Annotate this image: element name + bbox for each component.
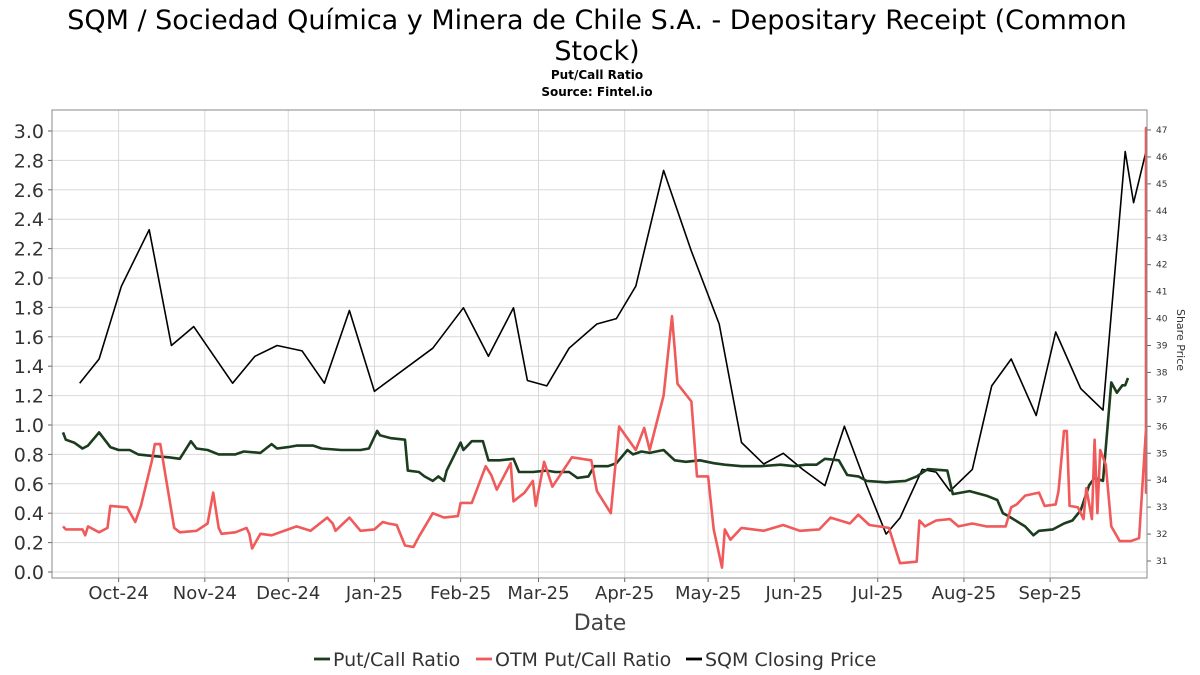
x-tick-label: Feb-25 bbox=[430, 583, 491, 604]
x-tick-label: Dec-24 bbox=[256, 583, 320, 604]
x-tick-label: Mar-25 bbox=[507, 583, 569, 604]
x-tick-label: Aug-25 bbox=[932, 583, 997, 604]
y-tick-label: 1.2 bbox=[14, 386, 44, 408]
chart-title-line2: Stock) bbox=[554, 36, 639, 67]
y2-tick-label: 38 bbox=[1156, 368, 1168, 378]
x-axis-label: Date bbox=[574, 611, 627, 636]
y-tick-label: 0.8 bbox=[14, 444, 44, 466]
y-tick-label: 1.6 bbox=[14, 327, 44, 349]
series-line-otm-put-call-ratio bbox=[62, 126, 1148, 569]
y-tick-label: 1.4 bbox=[14, 356, 44, 378]
y2-tick-label: 34 bbox=[1156, 476, 1168, 486]
y2-tick-label: 44 bbox=[1156, 207, 1168, 217]
y-tick-label: 1.8 bbox=[14, 297, 44, 319]
x-tick-label: May-25 bbox=[675, 583, 741, 604]
series-lines bbox=[61, 126, 1148, 569]
y2-tick-label: 40 bbox=[1156, 315, 1168, 325]
y2-tick-label: 47 bbox=[1156, 126, 1167, 136]
legend-label: OTM Put/Call Ratio bbox=[495, 649, 671, 671]
y2-tick-label: 45 bbox=[1156, 180, 1167, 190]
y-tick-label: 0.2 bbox=[14, 533, 44, 555]
chart-title-line1: SQM / Sociedad Química y Minera de Chile… bbox=[67, 5, 1127, 36]
x-tick-label: Jan-25 bbox=[345, 583, 403, 604]
y2-tick-label: 37 bbox=[1156, 395, 1167, 405]
y2-tick-label: 31 bbox=[1156, 557, 1167, 567]
legend: Put/Call Ratio OTM Put/Call Ratio SQM Clos… bbox=[314, 649, 876, 671]
y-axis-right: 31 32 33 34 35 36 37 38 39 40 41 42 43 44 45 46 47 bbox=[1147, 126, 1168, 567]
y2-tick-label: 36 bbox=[1156, 422, 1168, 432]
y2-tick-label: 33 bbox=[1156, 503, 1167, 513]
series-line-put-call-ratio bbox=[61, 377, 1130, 537]
y-tick-label: 2.8 bbox=[14, 150, 44, 172]
y2-tick-label: 46 bbox=[1156, 153, 1168, 163]
x-tick-label: Nov-24 bbox=[173, 583, 237, 604]
y-tick-label: 0.0 bbox=[14, 562, 44, 584]
x-tick-label: Jun-25 bbox=[765, 583, 824, 604]
x-tick-label: Jul-25 bbox=[851, 583, 903, 604]
y-tick-label: 1.0 bbox=[14, 415, 44, 437]
y-tick-label: 2.4 bbox=[14, 209, 44, 231]
y-tick-label: 2.6 bbox=[14, 180, 44, 202]
legend-label: SQM Closing Price bbox=[705, 649, 876, 671]
chart-source: Source: Fintel.io bbox=[541, 85, 652, 99]
x-tick-label: Oct-24 bbox=[88, 583, 149, 604]
y2-axis-label: Share Price bbox=[1174, 309, 1187, 371]
x-tick-label: Sep-25 bbox=[1018, 583, 1081, 604]
y-axis-left: 0.0 0.2 0.4 0.6 0.8 1.0 1.2 1.4 1.6 1.8 2.0 2.2 2.4 2… bbox=[14, 121, 52, 584]
y2-tick-label: 39 bbox=[1156, 342, 1168, 352]
chart-subtitle: Put/Call Ratio bbox=[551, 68, 643, 82]
x-axis: Oct-24 Nov-24 Dec-24 Jan-25 Feb-25 Mar-25 Apr-… bbox=[88, 578, 1082, 604]
y-tick-label: 0.4 bbox=[14, 503, 44, 525]
y-tick-label: 3.0 bbox=[14, 121, 44, 143]
y2-tick-label: 35 bbox=[1156, 449, 1167, 459]
y2-tick-label: 42 bbox=[1156, 261, 1167, 271]
plot-area bbox=[51, 109, 1148, 579]
y2-tick-label: 41 bbox=[1156, 288, 1167, 298]
y-tick-label: 2.2 bbox=[14, 239, 44, 261]
x-tick-label: Apr-25 bbox=[595, 583, 654, 604]
y-tick-label: 0.6 bbox=[14, 474, 44, 496]
legend-label: Put/Call Ratio bbox=[333, 649, 460, 671]
y2-tick-label: 43 bbox=[1156, 234, 1167, 244]
series-line-sqm-closing-price bbox=[79, 150, 1147, 535]
y2-tick-label: 32 bbox=[1156, 530, 1167, 540]
y-tick-label: 2.0 bbox=[14, 268, 44, 290]
